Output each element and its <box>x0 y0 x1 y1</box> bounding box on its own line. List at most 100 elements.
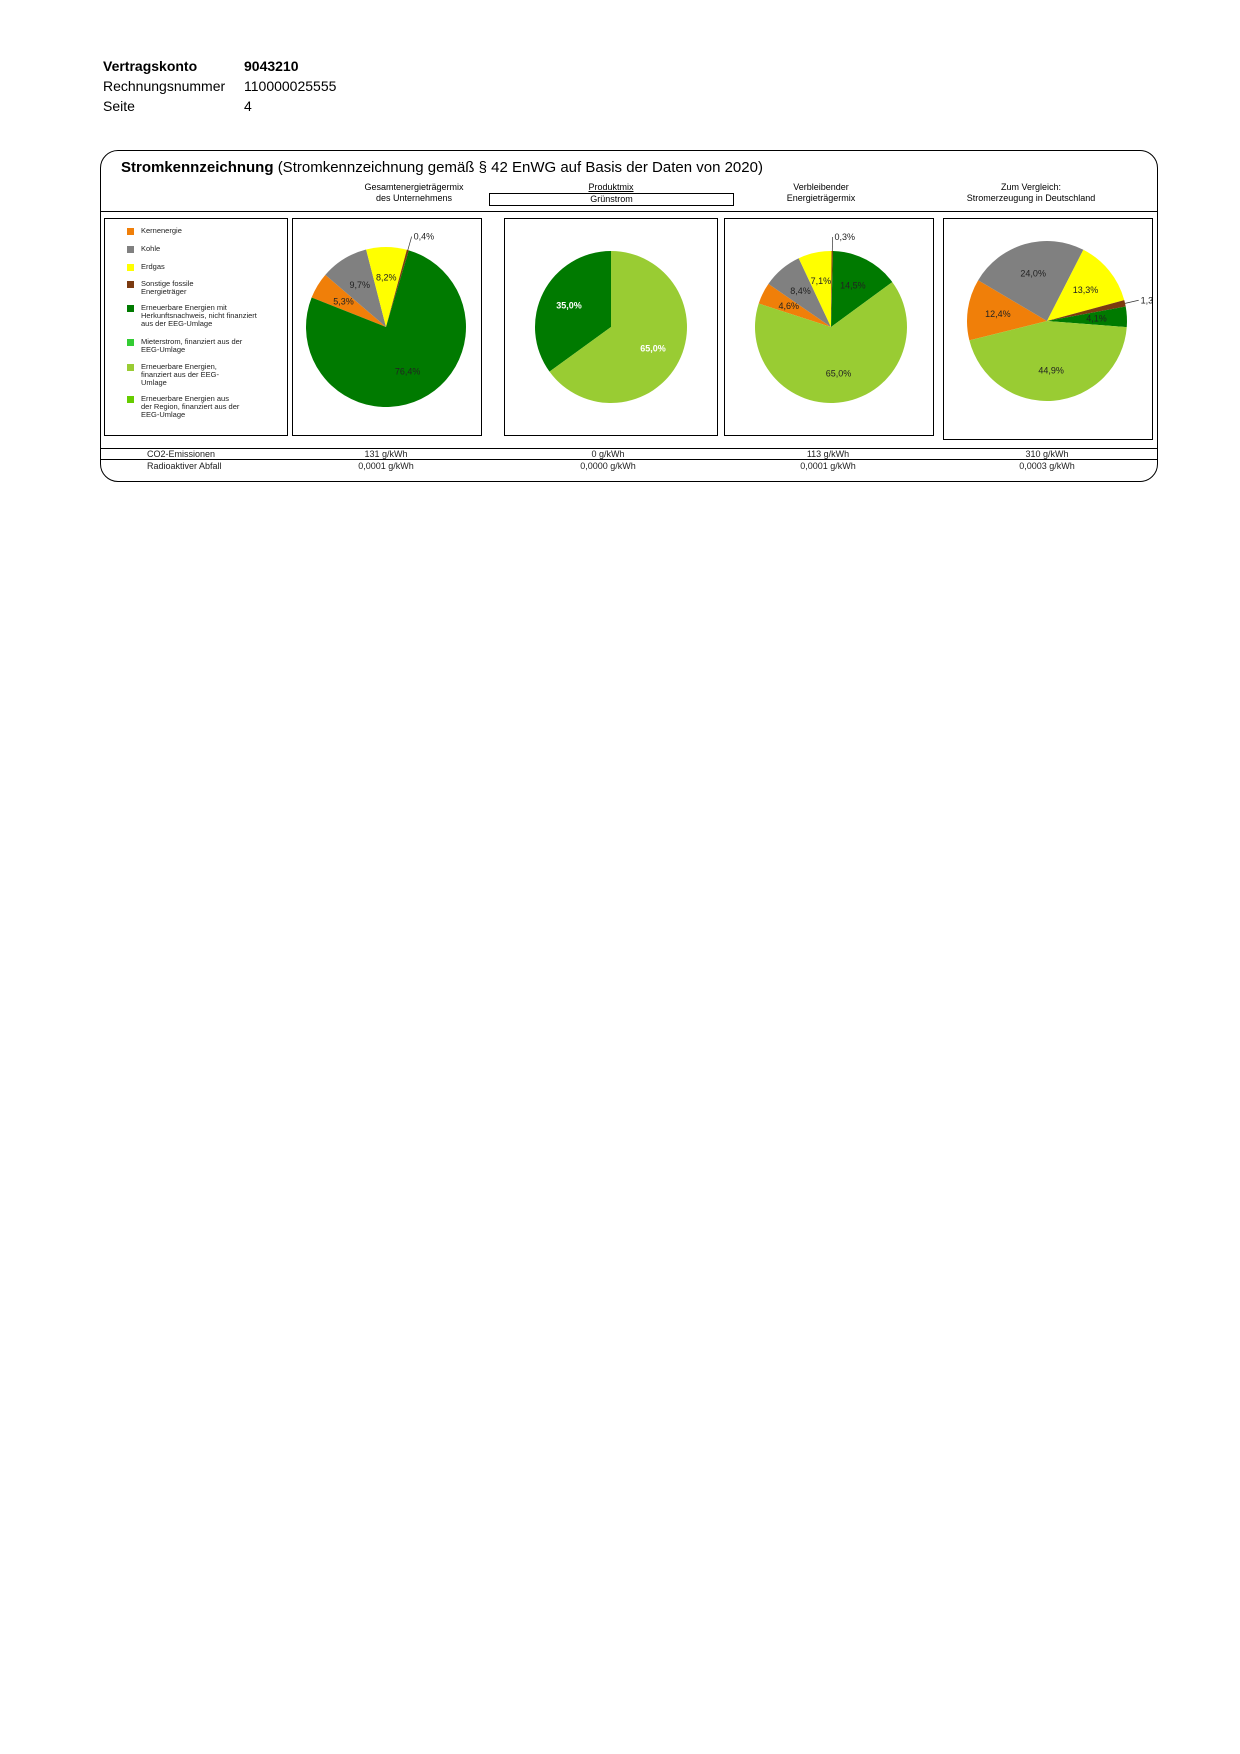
product-header-line1: Produktmix <box>588 182 634 192</box>
pie-slice <box>768 258 831 327</box>
legend-item-sonstige-fossile: Sonstige fossile Energieträger <box>127 280 211 296</box>
legend-swatch <box>127 339 134 346</box>
pie-slice <box>978 241 1084 321</box>
section-title-rest: (Stromkennzeichnung gemäß § 42 EnWG auf … <box>277 159 763 176</box>
pie-slice-label: 65,0% <box>826 369 852 379</box>
legend-item-erdgas: Erdgas <box>127 263 281 271</box>
legend-item-ee-herkunftsnachweis: Erneuerbare Energien mit Herkunftsnachwe… <box>127 304 259 328</box>
pie-slice-label: 65,0% <box>640 343 666 353</box>
pie-chart-remaining: 4,6% 8,4%7,1% 0,3% 14,5% 65,0% <box>755 232 907 403</box>
remaining-column-header: Verbleibender Energieträgermix <box>721 182 921 204</box>
pie-slice-label: 5,3% <box>333 296 354 306</box>
invoice-value: 110000025555 <box>244 78 337 94</box>
pie-slice <box>311 274 386 327</box>
co2-value-product: 0 g/kWh <box>591 449 625 459</box>
pie-slice-label: 76,4% <box>395 367 421 377</box>
contract-row: Vertragskonto 9043210 <box>103 56 336 76</box>
legend-swatch <box>127 264 134 271</box>
pie-slice <box>306 250 466 407</box>
remaining-header-line1: Verbleibender <box>793 182 849 192</box>
waste-value-germany: 0,0003 g/kWh <box>1019 461 1075 471</box>
waste-value-product: 0,0000 g/kWh <box>580 461 636 471</box>
pie-slice <box>366 247 407 327</box>
section-title-bold: Stromkennzeichnung <box>121 159 274 176</box>
pie-slice-label: 13,3% <box>1073 285 1099 295</box>
stromkennzeichnung-panel: Stromkennzeichnung (Stromkennzeichnung g… <box>100 150 1158 482</box>
pie-slice <box>1047 300 1126 321</box>
waste-value-remaining: 0,0001 g/kWh <box>800 461 856 471</box>
company-header-line1: Gesamtenergieträgermix <box>364 182 464 192</box>
pie-chart-germany: 12,4% 24,0% 13,3% 1,3% 4,1% 44,9% <box>967 241 1152 401</box>
pie-slice <box>967 280 1047 341</box>
pie-slice <box>969 321 1127 401</box>
pie-slice-label: 44,9% <box>1038 365 1064 375</box>
contract-label: Vertragskonto <box>103 58 198 74</box>
product-name-box: Grünstrom <box>489 193 734 206</box>
germany-header-line2: Stromerzeugung in Deutschland <box>966 193 1096 203</box>
pie-slice <box>758 283 831 327</box>
pie-slice-label: 1,3% <box>1141 295 1152 305</box>
pie-slice-label: 7,1% <box>811 276 832 286</box>
pie-slice <box>831 251 834 327</box>
pie-slice-label: 8,2% <box>376 272 397 282</box>
pie-slice-label: 9,7% <box>350 280 371 290</box>
section-title: Stromkennzeichnung (Stromkennzeichnung g… <box>121 159 763 176</box>
germany-column-header: Zum Vergleich: Stromerzeugung in Deutsch… <box>921 182 1141 204</box>
pie-slice-label: 24,0% <box>1020 268 1046 278</box>
co2-value-germany: 310 g/kWh <box>1025 449 1069 459</box>
pie-product-box: 35,0% 65,0% <box>504 218 718 436</box>
pie-slice <box>1047 306 1127 328</box>
waste-label: Radioaktiver Abfall <box>147 461 222 471</box>
legend-item-mieterstrom: Mieterstrom, finanziert aus der EEG-Umla… <box>127 338 259 354</box>
footer-divider-mid <box>101 459 1157 460</box>
pie-slice-label: 8,4% <box>790 286 811 296</box>
pie-slice-label: 12,4% <box>985 309 1011 319</box>
page-label: Seite <box>103 98 135 114</box>
company-header-line2: des Unternehmens <box>375 193 453 203</box>
slice-leader-line <box>1124 299 1139 304</box>
invoice-row: Rechnungsnummer 110000025555 <box>103 76 336 96</box>
pie-slice-label: 35,0% <box>556 301 582 311</box>
pie-slice <box>386 249 409 327</box>
pie-remaining-box: 4,6% 8,4% 7,1% 0,3% 14,5% 65,0% <box>724 218 934 436</box>
pie-slice <box>325 249 386 327</box>
company-column-header: Gesamtenergieträgermix des Unternehmens <box>329 182 499 204</box>
legend-item-kohle: Kohle <box>127 245 281 253</box>
pie-chart-company: 5,3% 9,7% 8,2% 0,4% 76,4% <box>306 232 466 407</box>
co2-value-company: 131 g/kWh <box>364 449 408 459</box>
legend-swatch <box>127 246 134 253</box>
header-divider <box>101 211 1157 212</box>
contract-value: 9043210 <box>244 58 299 74</box>
invoice-label: Rechnungsnummer <box>103 78 226 94</box>
pie-slice <box>535 251 611 372</box>
document-header: Vertragskonto 9043210 Rechnungsnummer 11… <box>103 56 336 116</box>
page-value: 4 <box>244 98 252 114</box>
legend-item-kernenergie: Kernenergie <box>127 227 281 235</box>
legend-swatch <box>127 305 134 312</box>
legend-box: Kernenergie Kohle Erdgas Sonstige fossil… <box>104 218 288 436</box>
co2-value-remaining: 113 g/kWh <box>806 449 850 459</box>
pie-slice-label: 4,6% <box>778 301 799 311</box>
pie-slice-label: 14,5% <box>840 280 866 290</box>
legend-swatch <box>127 364 134 371</box>
pie-slice <box>831 251 893 327</box>
waste-value-company: 0,0001 g/kWh <box>358 461 414 471</box>
pie-slice <box>1047 249 1125 321</box>
pie-slice <box>755 282 907 403</box>
legend-swatch <box>127 281 134 288</box>
footer-divider-top <box>101 448 1157 449</box>
pie-slice-label: 0,4% <box>414 232 435 242</box>
pie-slice-label: 0,3% <box>835 232 856 242</box>
legend-item-ee-eeg: Erneuerbare Energien, finanziert aus der… <box>127 363 231 387</box>
pie-chart-product: 35,0% 65,0% <box>535 251 687 403</box>
legend-item-ee-region: Erneuerbare Energien aus der Region, fin… <box>127 395 241 419</box>
pie-slice <box>549 251 687 403</box>
product-column-header: Produktmix <box>489 182 733 193</box>
pie-company-box: 5,3% 9,7% 8,2% 0,4% 76,4% <box>292 218 482 436</box>
pie-slice <box>798 251 832 327</box>
product-header-line2: Grünstrom <box>590 194 633 204</box>
page-row: Seite 4 <box>103 96 336 116</box>
remaining-header-line2: Energieträgermix <box>786 193 856 203</box>
pie-germany-box: 12,4% 24,0% 13,3% 1,3% 4,1% 44,9% <box>943 218 1153 440</box>
germany-header-line1: Zum Vergleich: <box>1000 182 1062 192</box>
